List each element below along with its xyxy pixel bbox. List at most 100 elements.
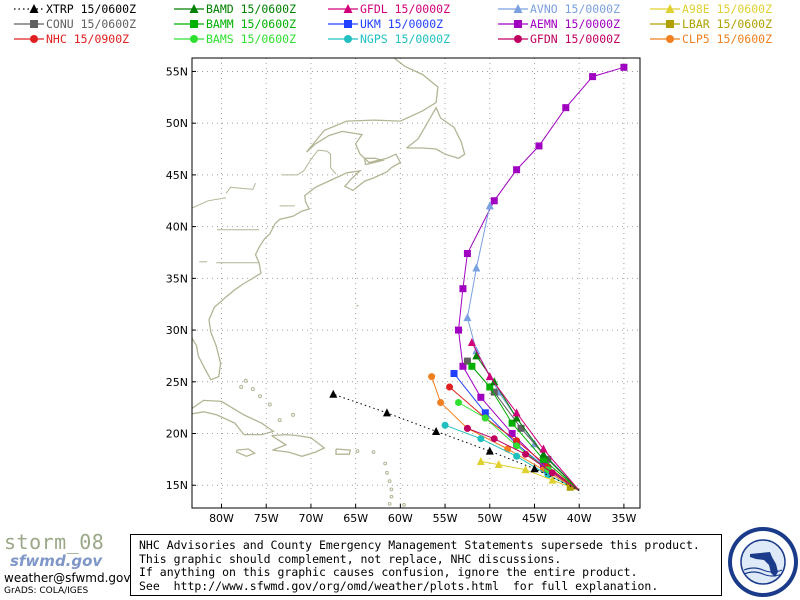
track-point-bams <box>454 398 462 406</box>
track-point-aemn <box>463 250 471 258</box>
contact-email: weather@sfwmd.gov <box>4 571 131 585</box>
track-point-avno <box>463 313 472 322</box>
disclaimer-box: NHC Advisories and County Emergency Mana… <box>130 534 722 596</box>
axis-ticks: 80W 75W 70W 65W 60W 55W 50W 45W 40W 35W 15N 20N 25N 3… <box>166 65 637 525</box>
track-point-ukm <box>481 409 489 417</box>
track-point-clp5 <box>437 398 445 406</box>
track-point-a98e <box>494 460 503 469</box>
track-point-gfdn <box>490 435 498 443</box>
track-point-aemn <box>477 393 485 401</box>
track-point-ngps <box>513 452 521 460</box>
track-point-aemn <box>539 461 547 469</box>
track-point-ukm <box>450 370 458 378</box>
track-point-conu <box>463 357 471 365</box>
legend-label: LBAR 15/0600Z <box>682 17 773 31</box>
coastline <box>192 58 466 507</box>
track-point-aemn <box>513 166 521 174</box>
track-aemn <box>454 63 628 491</box>
circle-marker-icon <box>14 35 44 43</box>
legend-label: BAMM 15/0600Z <box>206 17 297 31</box>
legend-label: A98E 15/0600Z <box>682 2 773 16</box>
lon-tick-label: 40W <box>567 512 592 525</box>
track-point-bams <box>481 414 489 422</box>
track-point-bamm <box>486 383 494 391</box>
track-point-nhc <box>446 383 454 391</box>
legend-label: NGPS 15/0000Z <box>360 32 451 46</box>
lon-tick-label: 35W <box>611 512 636 525</box>
track-point-aemn <box>459 285 467 293</box>
track-point-bamd <box>512 413 521 422</box>
disclaimer-line: NHC Advisories and County Emergency Mana… <box>139 538 700 552</box>
track-point-conu <box>490 388 498 396</box>
track-a98e <box>476 456 580 491</box>
track-point-bamd <box>539 449 548 458</box>
lat-tick-label: 40N <box>166 221 188 234</box>
square-marker-icon <box>174 20 204 28</box>
lat-tick-label: 15N <box>166 479 188 492</box>
circle-marker-icon <box>174 35 204 43</box>
track-point-bamm <box>508 419 516 427</box>
triangle-marker-icon <box>650 4 680 13</box>
track-point-gfdn <box>522 450 530 458</box>
square-marker-icon <box>650 20 680 28</box>
track-gfdn <box>463 424 580 491</box>
circle-marker-icon <box>650 35 680 43</box>
legend-label: BAMD 15/0600Z <box>206 2 297 16</box>
branding: storm_08 sfwmd.gov weather@sfwmd.gov GrA… <box>0 530 135 600</box>
track-point-bamd <box>472 351 481 360</box>
disclaimer-line: This graphic should complement, not repl… <box>139 551 562 566</box>
track-point-xtrp <box>485 446 494 455</box>
model-legend: XTRP 15/0600Z BAMD 15/0600Z GFDL 15/0000Z A… <box>0 0 800 48</box>
track-point-a98e <box>548 475 557 484</box>
track-point-avno <box>485 201 494 210</box>
sfwmd-seal-logo <box>728 527 798 597</box>
square-marker-icon <box>328 20 358 28</box>
lon-tick-label: 70W <box>298 512 323 525</box>
legend-label: GFDL 15/0000Z <box>360 2 451 16</box>
legend-label: CONU 15/0600Z <box>46 17 137 31</box>
lon-tick-label: 75W <box>254 512 279 525</box>
plot-border <box>191 57 641 509</box>
legend-label: NHC 15/0900Z <box>46 32 130 46</box>
lon-tick-label: 50W <box>477 512 502 525</box>
track-point-bamd <box>490 377 499 386</box>
grads-credit: GrADS: COLA/IGES <box>4 586 89 596</box>
track-point-aemn <box>459 362 467 370</box>
lat-tick-label: 45N <box>166 169 188 182</box>
track-xtrp <box>329 389 580 491</box>
lon-tick-label: 60W <box>388 512 413 525</box>
lat-tick-label: 35N <box>166 272 188 285</box>
legend-label: AEMN 15/0000Z <box>530 17 621 31</box>
track-point-aemn <box>454 326 462 334</box>
track-point-aemn <box>535 142 543 150</box>
disclaimer-line: If anything on this graphic causes confu… <box>139 565 638 579</box>
track-point-nhc <box>513 437 521 445</box>
track-point-lbar <box>566 483 574 491</box>
legend-label: CLP5 15/0600Z <box>682 32 773 46</box>
lat-tick-label: 55N <box>166 65 188 78</box>
sfwmd-logo-text: sfwmd.gov <box>10 552 103 570</box>
lat-tick-label: 50N <box>166 117 188 130</box>
triangle-marker-icon <box>174 4 204 13</box>
model-tracks <box>329 63 628 491</box>
track-point-gfdl <box>485 372 494 381</box>
track-bamm <box>468 362 580 491</box>
lat-tick-label: 20N <box>166 428 188 441</box>
square-marker-icon <box>498 20 528 28</box>
track-point-gfdl <box>539 444 548 453</box>
track-point-aemn <box>562 104 570 112</box>
legend-label: GFDN 15/0000Z <box>530 32 621 46</box>
track-point-xtrp <box>329 389 338 398</box>
track-point-conu <box>517 424 525 432</box>
legend-label: UKM 15/0000Z <box>360 17 444 31</box>
triangle-marker-icon <box>498 4 528 13</box>
track-gfdl <box>467 337 580 491</box>
lon-tick-label: 45W <box>522 512 547 525</box>
circle-marker-icon <box>498 35 528 43</box>
track-point-bamm <box>539 455 547 463</box>
lat-tick-label: 25N <box>166 376 188 389</box>
legend-label: AVNO 15/0000Z <box>530 2 621 16</box>
triangle-marker-icon <box>14 4 44 13</box>
track-point-aemn <box>589 73 597 81</box>
